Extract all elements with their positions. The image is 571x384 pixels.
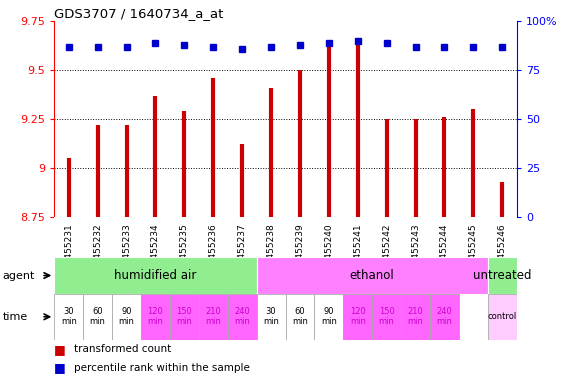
Text: GSM455238: GSM455238 [267,223,276,278]
Text: ethanol: ethanol [350,269,395,282]
Bar [343,294,372,340]
Text: GSM455231: GSM455231 [64,223,73,278]
Text: GSM455236: GSM455236 [209,223,218,278]
Text: GSM455242: GSM455242 [382,223,391,278]
Text: 120
min: 120 min [147,307,163,326]
Bar [488,257,517,294]
Bar [315,294,343,340]
Text: transformed count: transformed count [74,344,171,354]
Text: control: control [488,312,517,321]
Text: untreated: untreated [473,269,532,282]
Text: GDS3707 / 1640734_a_at: GDS3707 / 1640734_a_at [54,7,224,20]
Text: time: time [3,312,28,322]
Bar [430,294,459,340]
Bar [488,294,517,340]
Text: GSM455243: GSM455243 [411,223,420,278]
Bar [256,257,488,294]
Text: 120
min: 120 min [350,307,365,326]
Text: 150
min: 150 min [379,307,395,326]
Text: 30
min: 30 min [61,307,77,326]
Bar [256,294,286,340]
Text: GSM455246: GSM455246 [498,223,507,278]
Text: GSM455240: GSM455240 [324,223,333,278]
Text: 90
min: 90 min [119,307,134,326]
Bar [170,294,199,340]
Text: GSM455245: GSM455245 [469,223,478,278]
Text: GSM455235: GSM455235 [180,223,189,278]
Text: 90
min: 90 min [321,307,337,326]
Text: GSM455244: GSM455244 [440,223,449,278]
Text: percentile rank within the sample: percentile rank within the sample [74,363,250,373]
Bar [199,294,228,340]
Text: 60
min: 60 min [90,307,106,326]
Text: 210
min: 210 min [206,307,221,326]
Text: 30
min: 30 min [263,307,279,326]
Bar [372,294,401,340]
Text: GSM455239: GSM455239 [295,223,304,278]
Text: 150
min: 150 min [176,307,192,326]
Text: 240
min: 240 min [437,307,452,326]
Text: GSM455232: GSM455232 [93,223,102,278]
Text: ■: ■ [54,343,66,356]
Bar [54,257,256,294]
Bar [54,294,83,340]
Text: 240
min: 240 min [234,307,250,326]
Text: GSM455241: GSM455241 [353,223,362,278]
Bar [286,294,315,340]
Bar [112,294,141,340]
Bar [228,294,256,340]
Text: humidified air: humidified air [114,269,196,282]
Bar [141,294,170,340]
Bar [401,294,430,340]
Text: 210
min: 210 min [408,307,424,326]
Text: GSM455233: GSM455233 [122,223,131,278]
Text: GSM455234: GSM455234 [151,223,160,278]
Text: 60
min: 60 min [292,307,308,326]
Bar [83,294,112,340]
Text: ■: ■ [54,361,66,374]
Text: agent: agent [3,270,35,281]
Text: GSM455237: GSM455237 [238,223,247,278]
